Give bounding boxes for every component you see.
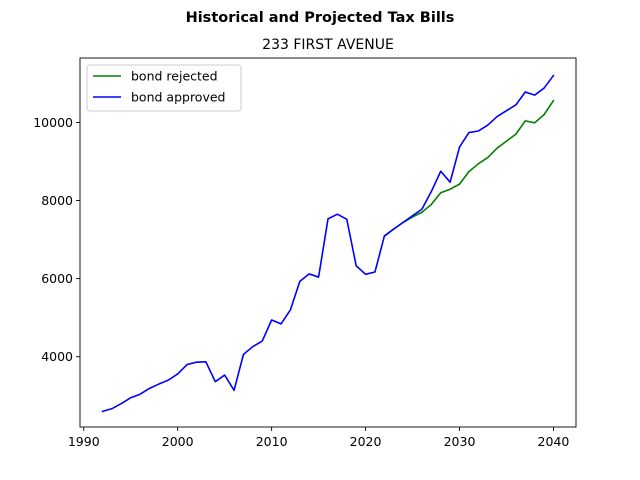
series-line-bond-approved (101, 74, 555, 413)
x-axis: 1990 2000 2010 2020 2030 2040 (68, 427, 570, 449)
x-tick-label: 2040 (538, 434, 570, 449)
x-tick-label: 1990 (68, 434, 100, 449)
y-tick-label: 6000 (41, 271, 73, 286)
legend-label-bond-approved: bond approved (131, 90, 225, 105)
x-tick-label: 2010 (256, 434, 288, 449)
y-tick-label: 8000 (41, 193, 73, 208)
legend: bond rejected bond approved (86, 64, 242, 112)
y-tick-label: 4000 (41, 349, 73, 364)
chart-suptitle: Historical and Projected Tax Bills (186, 10, 455, 26)
legend-label-bond-rejected: bond rejected (131, 69, 218, 84)
legend-box (86, 64, 242, 112)
x-tick-label: 2020 (350, 434, 382, 449)
x-tick-label: 2000 (162, 434, 194, 449)
y-axis: 4000 6000 8000 10000 (33, 115, 80, 364)
plot-frame (79, 57, 577, 428)
series-line-bond-rejected (383, 99, 555, 238)
chart-title: 233 FIRST AVENUE (262, 37, 394, 53)
x-tick-label: 2030 (444, 434, 476, 449)
series-layer (101, 74, 555, 413)
y-tick-label: 10000 (33, 115, 73, 130)
